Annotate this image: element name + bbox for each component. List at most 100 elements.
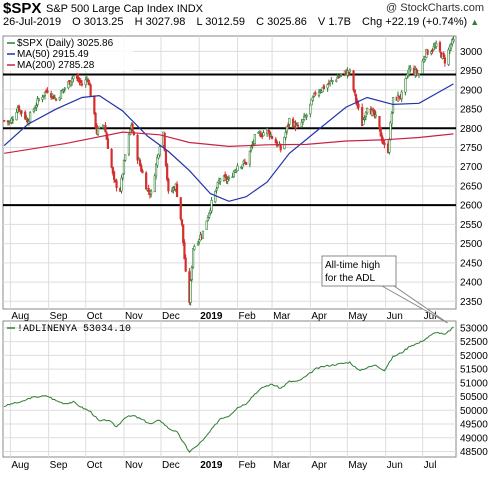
- price-y-tick-label: 2800: [460, 124, 483, 135]
- annotation-line1: All-time high: [325, 260, 380, 271]
- price-bar-body: [51, 93, 54, 97]
- price-bar-body: [37, 98, 40, 101]
- price-x-tick-label: Sep: [50, 311, 68, 322]
- price-bar-body: [389, 122, 392, 141]
- price-bar-body: [62, 89, 65, 92]
- adl-y-tick-label: 48500: [460, 447, 488, 458]
- price-bar-body: [63, 87, 66, 90]
- price-bar-body: [183, 241, 186, 260]
- price-bar-body: [147, 188, 150, 192]
- price-bar-body: [354, 94, 358, 102]
- price-bar-body: [41, 96, 44, 100]
- annotation-box: [321, 255, 397, 287]
- price-x-tick-label: 2019: [200, 311, 223, 322]
- price-bar-body: [3, 120, 6, 122]
- adl-y-tick-label: 52000: [460, 351, 488, 362]
- price-bar-body: [438, 42, 442, 52]
- price-bar-body: [287, 124, 290, 127]
- price-bar-body: [140, 165, 143, 172]
- index-subtitle: S&P 500 Large Cap Index INDX: [46, 3, 203, 15]
- adl-x-tick-label: Apr: [311, 460, 327, 471]
- date-label: 26-Jul-2019: [3, 16, 62, 28]
- price-bar-body: [424, 56, 427, 60]
- annotation-line2: for the ADL: [325, 273, 375, 284]
- price-bar-body: [241, 164, 244, 168]
- symbol-title: $SPX: [3, 0, 42, 17]
- price-bar-body: [261, 135, 264, 138]
- price-bar-body: [219, 178, 222, 182]
- price-bar-body: [222, 175, 226, 181]
- price-bar-body: [309, 103, 312, 115]
- price-bar-body: [87, 79, 90, 82]
- price-bar-body: [11, 119, 14, 121]
- price-bar-body: [46, 90, 49, 93]
- adl-y-tick-label: 51000: [460, 378, 488, 389]
- price-bar-body: [357, 103, 360, 108]
- price-bar-body: [29, 112, 32, 123]
- volume-key: V: [317, 16, 326, 28]
- price-bar-body: [248, 150, 251, 165]
- annotation-arrow: [380, 285, 448, 324]
- price-bar-body: [166, 164, 169, 180]
- price-bar-body: [193, 246, 196, 251]
- price-bar-body: [348, 69, 351, 73]
- price-bar-body: [215, 188, 218, 191]
- price-bar-body: [198, 239, 201, 243]
- price-bar-body: [131, 123, 134, 132]
- price-x-tick-label: Nov: [125, 311, 143, 322]
- price-x-tick-label: Jul: [424, 311, 437, 322]
- price-bar-body: [417, 73, 421, 76]
- price-bar-body: [379, 126, 382, 137]
- price-bar-body: [443, 57, 446, 64]
- price-x-tick-label: May: [348, 311, 367, 322]
- price-bar-body: [141, 170, 144, 174]
- price-bar-body: [270, 135, 274, 139]
- adl-panel-frame: [2, 320, 457, 458]
- price-bar-body: [361, 107, 364, 127]
- price-bar-body: [182, 224, 185, 244]
- price-bar-body: [275, 141, 279, 147]
- price-bar-body: [115, 180, 118, 189]
- price-legend-label: $SPX (Daily) 3025.86: [17, 38, 114, 49]
- price-bar-body: [352, 70, 355, 91]
- adl-x-tick-label: 2019: [200, 460, 223, 471]
- price-bar-body: [104, 125, 107, 133]
- price-bar-body: [184, 257, 187, 272]
- price-bar-body: [383, 142, 386, 145]
- price-x-tick-label: Aug: [11, 311, 29, 322]
- price-bar-body: [72, 75, 75, 79]
- price-bar-body: [59, 90, 63, 99]
- price-bar-body: [156, 156, 159, 166]
- price-bar-body: [269, 134, 272, 137]
- price-bar-body: [283, 136, 286, 149]
- price-bar-body: [415, 68, 418, 74]
- price-bar-body: [150, 190, 153, 195]
- price-bar-body: [80, 83, 84, 86]
- price-bar-body: [112, 171, 116, 180]
- price-bar-body: [321, 86, 324, 93]
- price-bar-body: [53, 97, 56, 100]
- price-bar-body: [71, 78, 74, 83]
- adl-x-tick-label: Sep: [50, 460, 68, 471]
- price-bar-body: [36, 98, 39, 105]
- price-bar-body: [253, 134, 256, 145]
- price-bar-body: [340, 73, 343, 76]
- price-y-tick-label: 2550: [460, 220, 483, 231]
- price-x-tick-label: Jun: [387, 311, 403, 322]
- price-bar-body: [338, 75, 342, 78]
- price-bar-body: [347, 71, 350, 74]
- open-value: 3013.25: [83, 16, 124, 28]
- price-bar-body: [93, 95, 96, 114]
- price-bar-body: [328, 80, 332, 84]
- price-bar-body: [390, 112, 393, 125]
- adl-x-tick-label: Oct: [87, 460, 103, 471]
- price-bar-body: [366, 107, 369, 114]
- exchange-label: INDX: [176, 3, 203, 15]
- ma50-legend-label: MA(50) 2915.49: [17, 49, 89, 60]
- price-bar-body: [43, 91, 47, 97]
- price-bar-body: [67, 81, 70, 89]
- chart-header: $SPX S&P 500 Large Cap Index INDX @ Stoc…: [0, 0, 494, 30]
- adl-line: [4, 326, 454, 453]
- price-y-tick-label: 2650: [460, 181, 483, 192]
- high-value: 3027.98: [145, 16, 186, 28]
